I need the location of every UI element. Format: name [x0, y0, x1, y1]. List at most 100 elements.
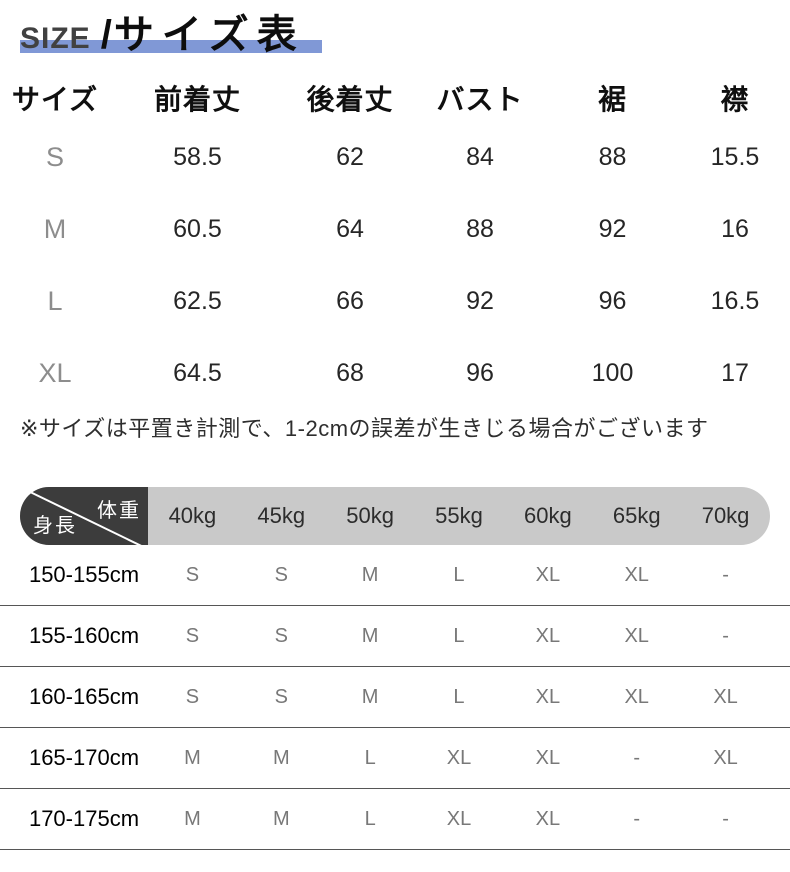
height-range-label: 155-160cm: [28, 623, 140, 648]
size-label: L: [47, 285, 63, 316]
fit-value-cell: M: [361, 685, 379, 708]
size-row-s: S 58.5 62 84 88 15.5: [0, 121, 790, 193]
fit-value-cell: M: [184, 746, 201, 769]
page-title: SIZE / サイズ表: [20, 2, 305, 60]
fit-value-cell: XL: [535, 807, 561, 830]
weight-header-cell: 60kg: [523, 503, 572, 528]
fit-value-cell: -: [633, 746, 641, 769]
fit-value-cell: M: [361, 563, 379, 586]
measurement-table: サイズ 前着丈 後着丈 バスト 裾 襟 S 58.5 62 84 88 15.5…: [0, 75, 790, 409]
measure-cell: 17: [721, 358, 749, 387]
size-row-xl: XL 64.5 68 96 100 17: [0, 337, 790, 409]
measure-cell: 64.5: [173, 358, 222, 387]
weight-header-cell: 55kg: [435, 503, 483, 528]
measure-header-cell: 後着丈: [306, 84, 394, 115]
measure-cell: 88: [466, 214, 494, 243]
fit-value-cell: S: [185, 563, 200, 586]
measure-cell: 92: [466, 286, 494, 315]
fit-row: 165-170cm M M L XL XL - XL: [0, 728, 790, 789]
measure-cell: 88: [598, 142, 627, 171]
fit-value-cell: S: [185, 685, 200, 708]
measure-cell: 96: [466, 358, 494, 387]
size-label: M: [43, 213, 67, 244]
measure-header-cell: 裾: [597, 84, 627, 115]
measure-header-cell: バスト: [436, 84, 524, 115]
fit-value-cell: L: [364, 807, 376, 830]
fit-value-cell: M: [361, 624, 379, 647]
height-range-label: 150-155cm: [28, 562, 140, 587]
measure-cell: 64: [336, 214, 364, 243]
fit-value-cell: XL: [535, 685, 561, 708]
measure-cell: 96: [598, 286, 627, 315]
size-row-l: L 62.5 66 92 96 16.5: [0, 265, 790, 337]
fit-value-cell: XL: [535, 624, 561, 647]
fit-value-cell: XL: [713, 746, 738, 769]
size-label: XL: [38, 357, 72, 388]
measure-cell: 60.5: [173, 214, 222, 243]
fit-table: 体重 身長 40kg 45kg 50kg 55kg 60kg 65kg 70kg…: [0, 487, 790, 850]
measure-cell: 66: [336, 286, 364, 315]
measure-header-cell: 襟: [720, 84, 750, 115]
fit-value-cell: L: [453, 685, 465, 708]
size-row-m: M 60.5 64 88 92 16: [0, 193, 790, 265]
measure-cell: 92: [598, 214, 627, 243]
measure-cell: 84: [466, 142, 494, 171]
fit-value-cell: -: [722, 563, 729, 586]
fit-value-cell: XL: [446, 807, 472, 830]
measure-header-cell: 前着丈: [153, 84, 241, 115]
height-range-label: 170-175cm: [28, 806, 140, 831]
measure-cell: 62.5: [173, 286, 222, 315]
fit-value-cell: XL: [624, 563, 649, 586]
measurement-note: ※サイズは平置き計測で、1-2cmの誤差が生きじる場合がございます: [20, 416, 709, 441]
fit-value-cell: XL: [446, 746, 472, 769]
fit-value-cell: L: [453, 563, 465, 586]
measure-cell: 15.5: [710, 142, 760, 171]
corner-header-cell: 体重 身長: [20, 487, 159, 555]
weight-axis-label: 体重: [97, 500, 141, 522]
title-slash: /: [100, 13, 112, 57]
weight-header-cell: 45kg: [257, 503, 306, 528]
fit-row: 150-155cm S S M L XL XL -: [0, 545, 790, 606]
fit-value-cell: S: [274, 563, 288, 586]
fit-row: 170-175cm M M L XL XL - -: [0, 789, 790, 850]
fit-value-cell: L: [453, 624, 465, 647]
diagonal-line: [23, 488, 159, 555]
weight-header-cell: 40kg: [168, 503, 217, 528]
measure-cell: 62: [336, 142, 364, 171]
fit-value-cell: -: [633, 807, 641, 830]
fit-row: 160-165cm S S M L XL XL XL: [0, 667, 790, 728]
weight-header-cell: 50kg: [346, 503, 394, 528]
measure-cell: 68: [336, 358, 364, 387]
fit-value-cell: L: [364, 746, 376, 769]
size-label: S: [45, 141, 64, 172]
fit-value-cell: S: [185, 624, 200, 647]
fit-value-cell: S: [274, 624, 288, 647]
weight-header-cell: 65kg: [612, 503, 661, 528]
title-size-en: SIZE: [20, 22, 91, 55]
height-range-label: 160-165cm: [28, 684, 140, 709]
height-range-label: 165-170cm: [28, 745, 140, 770]
fit-value-cell: XL: [535, 563, 561, 586]
fit-value-cell: XL: [713, 685, 738, 708]
title-size-ja: サイズ表: [113, 13, 305, 57]
measure-cell: 16.5: [710, 286, 760, 315]
title-underline-bar: [20, 40, 322, 53]
fit-value-cell: XL: [535, 746, 561, 769]
fit-value-cell: S: [274, 685, 288, 708]
fit-row: 155-160cm S S M L XL XL -: [0, 606, 790, 667]
measure-header-cell: サイズ: [11, 84, 99, 115]
measurement-header-row: サイズ 前着丈 後着丈 バスト 裾 襟: [0, 75, 790, 121]
fit-value-cell: -: [722, 807, 729, 830]
measure-cell: 16: [721, 214, 749, 243]
fit-value-cell: XL: [624, 685, 649, 708]
weight-header-cell: 70kg: [701, 503, 750, 528]
measure-cell: 58.5: [173, 142, 222, 171]
measure-cell: 100: [591, 358, 634, 387]
fit-value-cell: XL: [624, 624, 649, 647]
fit-value-cell: M: [272, 807, 290, 830]
fit-header-row: 体重 身長 40kg 45kg 50kg 55kg 60kg 65kg 70kg: [20, 487, 770, 555]
fit-value-cell: M: [184, 807, 201, 830]
fit-value-cell: -: [722, 624, 729, 647]
height-axis-label: 身長: [33, 515, 77, 537]
